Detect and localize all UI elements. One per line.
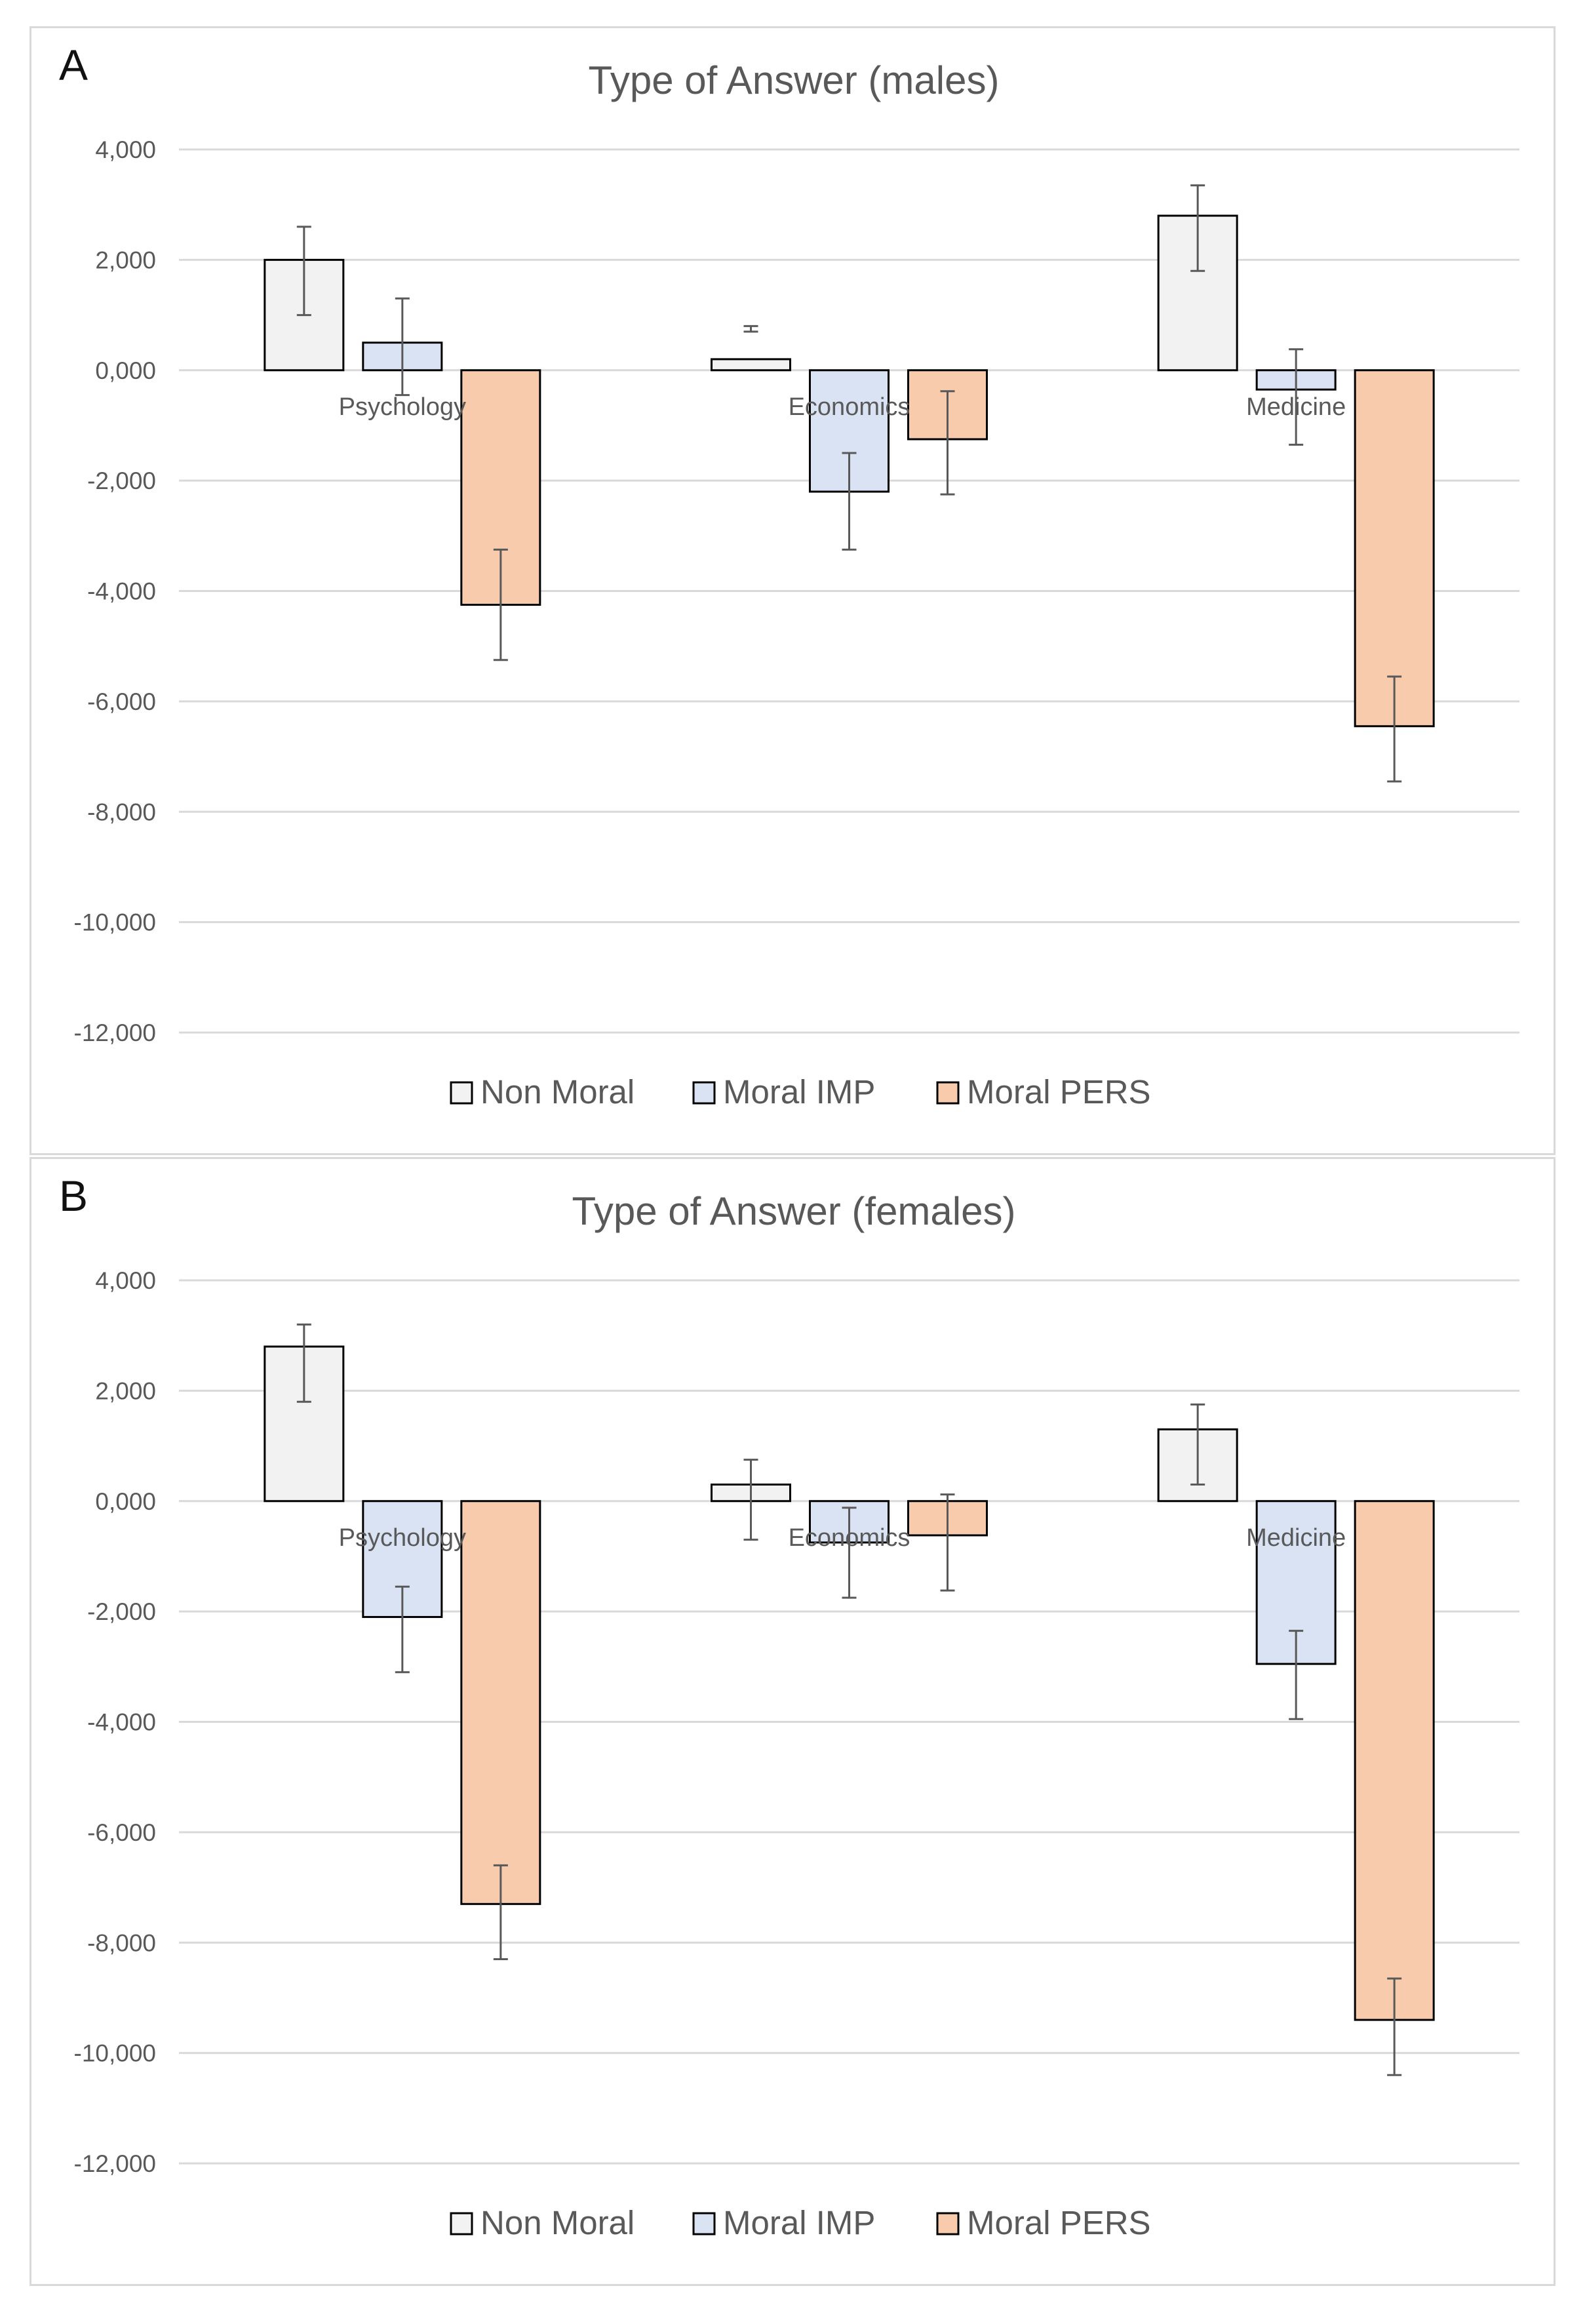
y-tick-label: -6,000	[87, 1819, 156, 1846]
legend-label: Moral PERS	[967, 2204, 1151, 2241]
bar	[460, 1500, 541, 1905]
legend-label: Moral IMP	[723, 1073, 875, 1111]
legend-swatch	[936, 1081, 960, 1105]
y-tick-label: 0,000	[95, 357, 156, 384]
panel-label: B	[59, 1172, 88, 1220]
y-tick-label: 4,000	[95, 136, 156, 163]
category-label: Medicine	[1246, 393, 1346, 421]
y-tick-label: -4,000	[87, 578, 156, 605]
legend-label: Moral PERS	[967, 1073, 1151, 1111]
y-tick-label: -10,000	[74, 2040, 157, 2067]
chart-title: Type of Answer (females)	[572, 1189, 1016, 1233]
legend-label: Non Moral	[480, 1073, 635, 1111]
bar	[1354, 1500, 1435, 2021]
y-tick-label: -2,000	[87, 1598, 156, 1625]
bar	[1354, 369, 1435, 728]
chart-a-svg: Type of Answer (males) 4,000 2,000 0,000 -2,…	[74, 58, 1519, 1111]
category-label: Medicine	[1246, 1524, 1346, 1552]
y-tick-label: -2,000	[87, 467, 156, 494]
y-tick-label: -4,000	[87, 1709, 156, 1736]
legend-swatch	[692, 1081, 716, 1105]
category-label: Psychology	[339, 1524, 466, 1552]
chart-panel-b: B Type of Answer (females) 4,000 2,000 0,00…	[29, 1157, 1556, 2286]
y-tick-label: -12,000	[74, 1019, 157, 1046]
legend-swatch	[450, 2212, 473, 2235]
chart-b-svg: Type of Answer (females) 4,000 2,000 0,000 -…	[74, 1189, 1519, 2241]
panel-label: A	[59, 41, 88, 89]
category-label: Economics	[789, 1524, 910, 1552]
legend-label: Moral IMP	[723, 2204, 875, 2241]
category-label: Economics	[789, 393, 910, 421]
y-tick-label: 2,000	[95, 246, 156, 273]
y-tick-label: -8,000	[87, 1929, 156, 1956]
y-tick-label: -12,000	[74, 2150, 157, 2177]
legend-swatch	[692, 2212, 716, 2235]
y-tick-label: 4,000	[95, 1267, 156, 1294]
category-label: Psychology	[339, 393, 466, 421]
y-tick-label: -10,000	[74, 909, 157, 936]
y-tick-label: -8,000	[87, 798, 156, 825]
y-tick-label: -6,000	[87, 688, 156, 715]
y-tick-label: 2,000	[95, 1377, 156, 1404]
y-tick-label: 0,000	[95, 1488, 156, 1515]
legend-swatch	[450, 1081, 473, 1105]
legend-swatch	[936, 2212, 960, 2235]
bar	[711, 358, 791, 372]
chart-title: Type of Answer (males)	[589, 58, 1000, 102]
legend-label: Non Moral	[480, 2204, 635, 2241]
chart-panel-a: A Type of Answer (males) 4,000 2,000 0,000 -…	[29, 26, 1556, 1155]
